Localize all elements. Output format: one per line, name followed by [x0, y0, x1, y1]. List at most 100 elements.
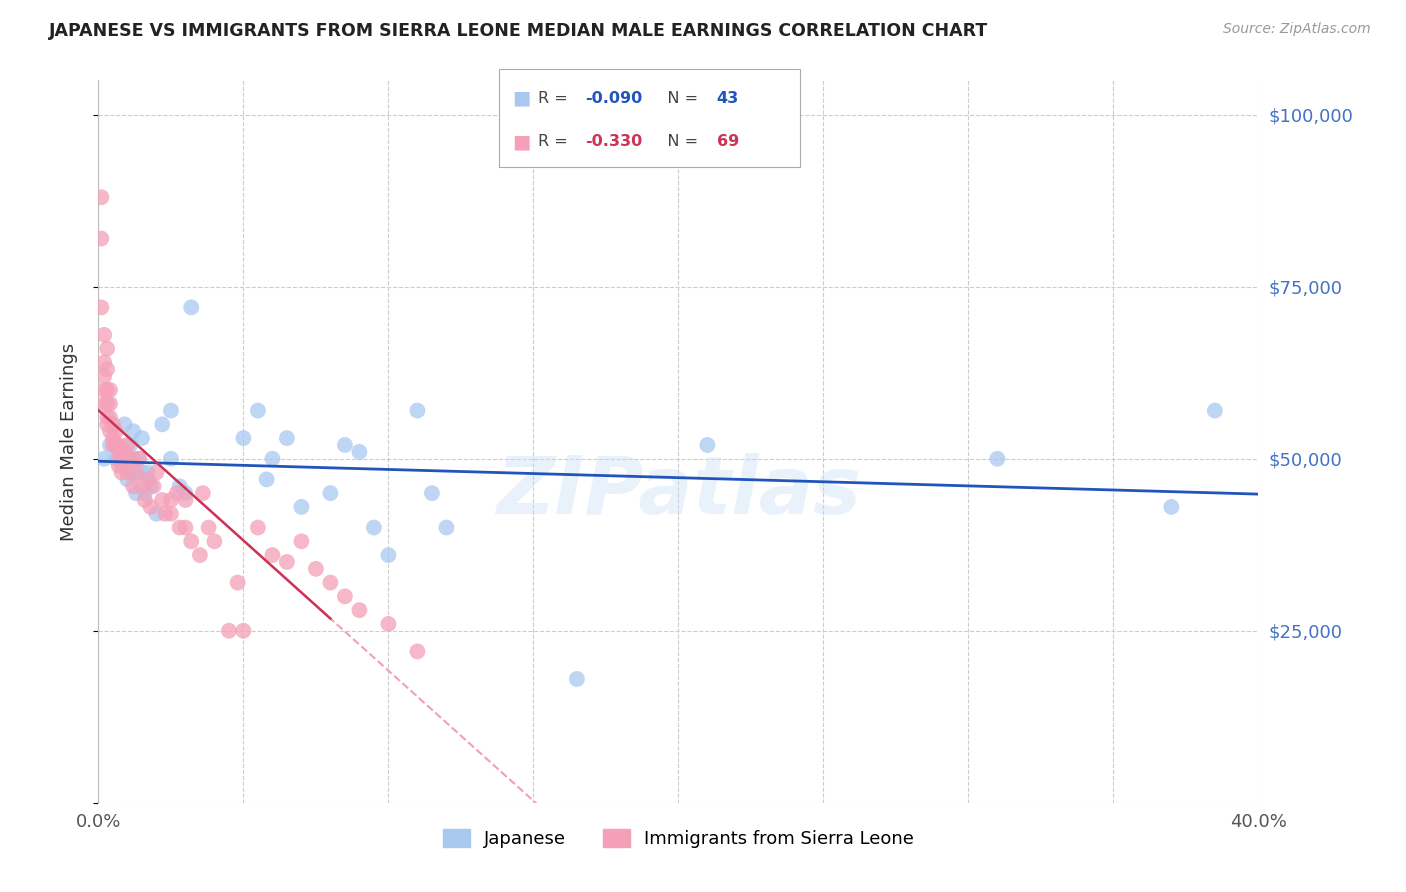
Text: Source: ZipAtlas.com: Source: ZipAtlas.com	[1223, 22, 1371, 37]
Point	[98, 438, 121, 452]
Point	[131, 466, 153, 480]
Point	[139, 500, 162, 514]
Point	[1160, 500, 1182, 514]
Text: ■: ■	[513, 89, 531, 108]
Point	[145, 466, 167, 480]
Point	[134, 493, 156, 508]
Point	[188, 548, 211, 562]
Point	[166, 486, 188, 500]
Text: -0.330: -0.330	[585, 134, 643, 149]
Point	[131, 431, 153, 445]
Point	[122, 466, 145, 480]
Point	[122, 479, 145, 493]
Point	[93, 397, 115, 411]
Point	[104, 451, 127, 466]
Point	[180, 301, 202, 315]
Point	[96, 417, 118, 432]
Text: ■: ■	[513, 132, 531, 152]
Point	[696, 438, 718, 452]
Point	[114, 417, 136, 432]
Text: -0.090: -0.090	[585, 91, 643, 106]
Point	[197, 520, 219, 534]
Point	[262, 451, 284, 466]
Point	[319, 486, 342, 500]
Point	[139, 479, 162, 493]
Point	[377, 616, 399, 631]
Point	[290, 500, 312, 514]
Point	[120, 438, 142, 452]
Point	[226, 575, 249, 590]
Point	[90, 231, 112, 245]
Point	[262, 548, 284, 562]
Point	[191, 486, 214, 500]
Point	[111, 445, 132, 459]
Point	[333, 438, 356, 452]
Point	[107, 458, 129, 473]
Point	[319, 575, 342, 590]
Point	[98, 410, 121, 425]
Point	[1204, 403, 1226, 417]
Point	[90, 301, 112, 315]
Point	[333, 590, 356, 604]
Point	[136, 472, 159, 486]
Point	[111, 451, 132, 466]
Point	[96, 383, 118, 397]
Point	[256, 472, 278, 486]
Point	[96, 342, 118, 356]
Point	[363, 520, 385, 534]
Point	[93, 327, 115, 342]
Point	[153, 507, 176, 521]
Point	[174, 486, 197, 500]
Point	[122, 451, 145, 466]
Point	[986, 451, 1008, 466]
Point	[565, 672, 588, 686]
Point	[142, 479, 165, 493]
Point	[349, 445, 371, 459]
Point	[128, 451, 150, 466]
Point	[246, 403, 269, 417]
Point	[98, 397, 121, 411]
Point	[111, 466, 132, 480]
Point	[125, 486, 148, 500]
Point	[96, 410, 118, 425]
Point	[232, 624, 254, 638]
Point	[150, 417, 173, 432]
Point	[134, 486, 156, 500]
Point	[117, 438, 139, 452]
Point	[131, 479, 153, 493]
Point	[96, 362, 118, 376]
Point	[290, 534, 312, 549]
Point	[125, 466, 148, 480]
Text: N =: N =	[652, 134, 703, 149]
Point	[377, 548, 399, 562]
Point	[160, 403, 183, 417]
Point	[93, 451, 115, 466]
Point	[96, 397, 118, 411]
Point	[160, 507, 183, 521]
Point	[93, 369, 115, 384]
Legend: Japanese, Immigrants from Sierra Leone: Japanese, Immigrants from Sierra Leone	[436, 822, 921, 855]
Point	[406, 644, 429, 658]
Point	[204, 534, 226, 549]
Point	[128, 451, 150, 466]
Point	[246, 520, 269, 534]
Point	[420, 486, 443, 500]
Point	[180, 534, 202, 549]
Point	[107, 451, 129, 466]
Point	[160, 451, 183, 466]
Text: JAPANESE VS IMMIGRANTS FROM SIERRA LEONE MEDIAN MALE EARNINGS CORRELATION CHART: JAPANESE VS IMMIGRANTS FROM SIERRA LEONE…	[49, 22, 988, 40]
Point	[104, 424, 127, 438]
Point	[111, 458, 132, 473]
Point	[305, 562, 328, 576]
Point	[169, 520, 191, 534]
Text: N =: N =	[652, 91, 703, 106]
Point	[174, 520, 197, 534]
Point	[93, 383, 115, 397]
Point	[276, 555, 298, 569]
Text: R =: R =	[538, 134, 572, 149]
Point	[174, 493, 197, 508]
Point	[150, 493, 173, 508]
Point	[104, 438, 127, 452]
Point	[101, 438, 124, 452]
Point	[98, 424, 121, 438]
